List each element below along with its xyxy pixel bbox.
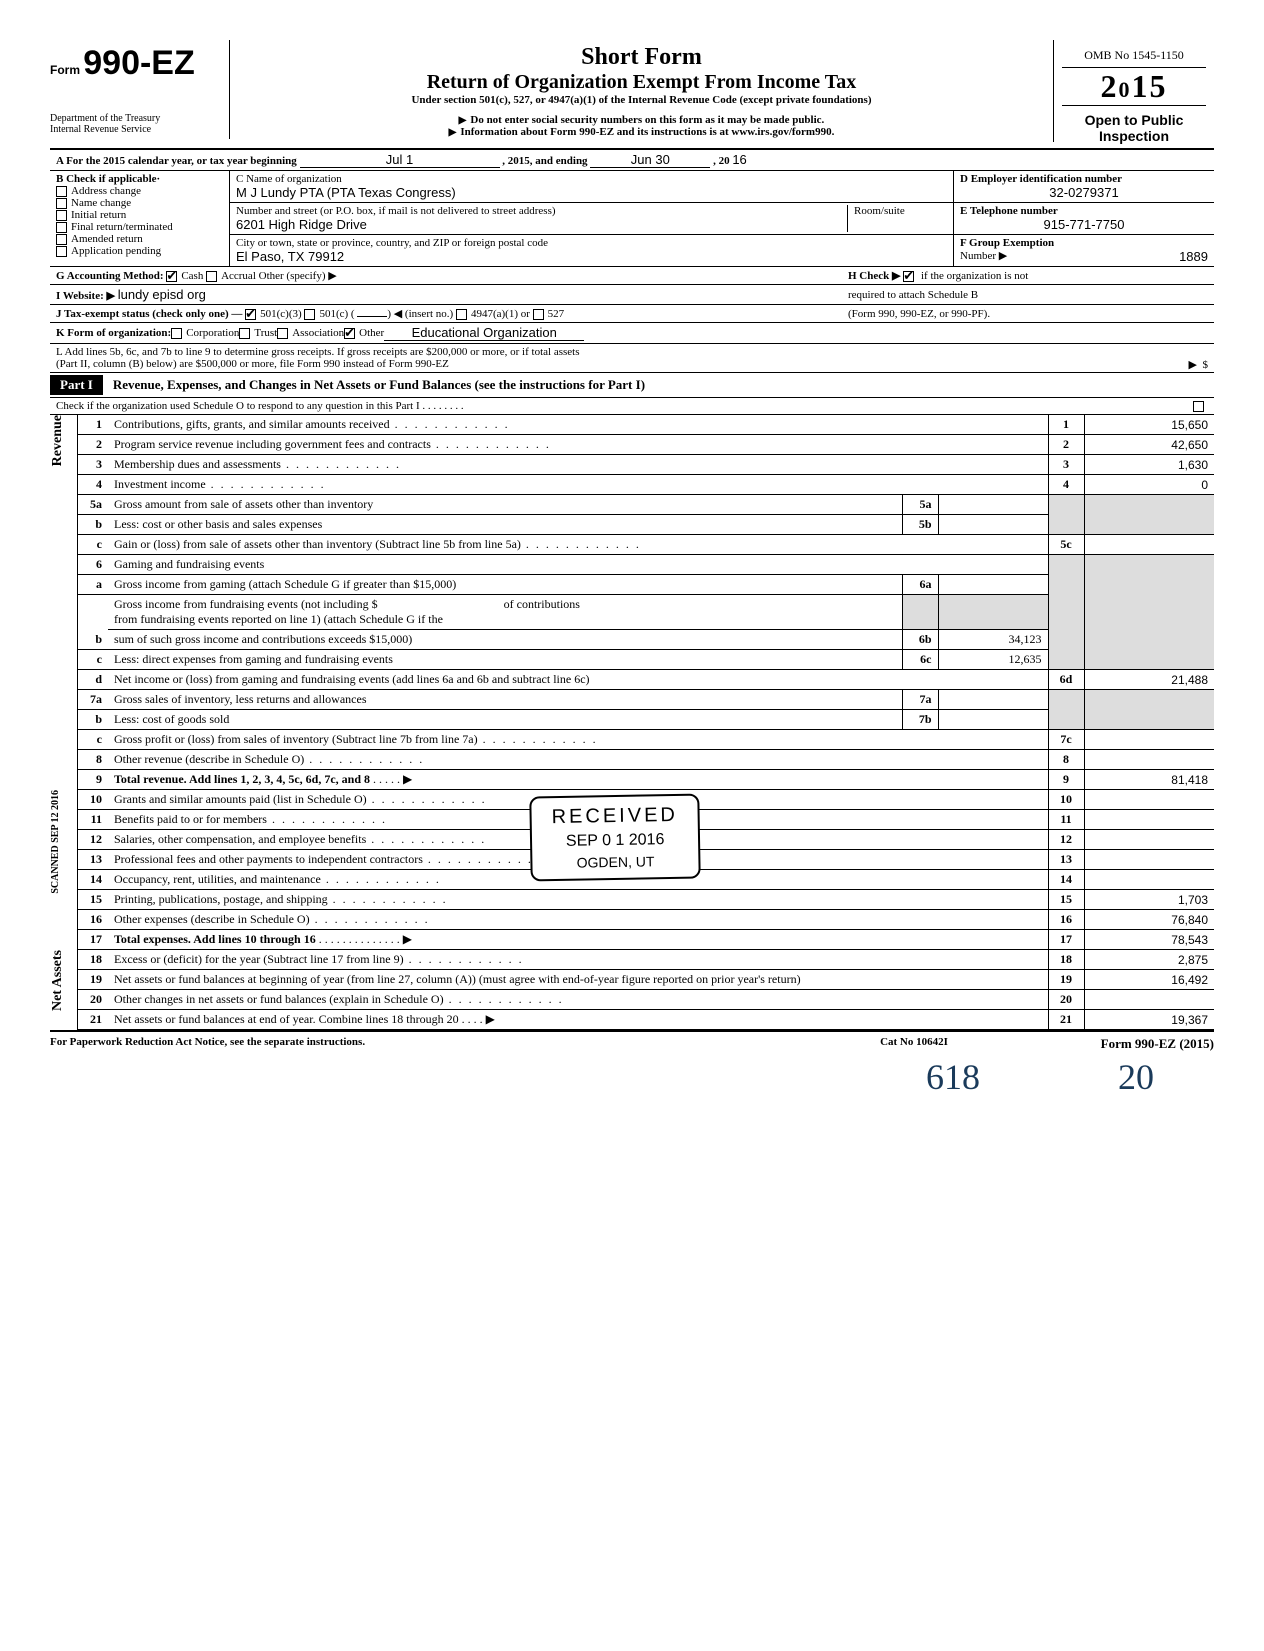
cb-initial-return[interactable]: [56, 210, 67, 221]
revenue-label: Revenue: [50, 415, 78, 790]
net-assets-label: Net Assets: [50, 950, 78, 1030]
received-stamp: RECEIVED SEP 0 1 2016 OGDEN, UT: [529, 794, 701, 882]
org-city: El Paso, TX 79912: [236, 249, 947, 264]
line-6c-amt: 12,635: [938, 650, 1048, 670]
line-19-amt: 16,492: [1084, 970, 1214, 990]
row-l: L Add lines 5b, 6c, and 7b to line 9 to …: [50, 344, 1214, 373]
form-label: Form: [50, 63, 80, 77]
dept-treasury: Department of the Treasury: [50, 113, 221, 124]
line-13-amt: [1084, 850, 1214, 870]
form-number-footer: Form 990-EZ (2015): [1014, 1036, 1214, 1052]
line-2-amt: 42,650: [1084, 435, 1214, 455]
part-i-header: Part I Revenue, Expenses, and Changes in…: [50, 373, 1214, 398]
cb-application-pending[interactable]: [56, 246, 67, 257]
cb-association[interactable]: [277, 328, 288, 339]
room-suite-label: Room/suite: [847, 205, 947, 232]
short-form-title: Short Form: [240, 44, 1043, 71]
line-9-amt: 81,418: [1084, 770, 1214, 790]
under-section: Under section 501(c), 527, or 4947(a)(1)…: [240, 94, 1043, 106]
line-16-amt: 76,840: [1084, 910, 1214, 930]
expenses-label: SCANNED SEP 12 2016: [50, 790, 78, 950]
line-5a-amt: [938, 495, 1048, 515]
line-14-amt: [1084, 870, 1214, 890]
line-5b-amt: [938, 515, 1048, 535]
footer: For Paperwork Reduction Act Notice, see …: [50, 1030, 1214, 1056]
line-17-amt: 78,543: [1084, 930, 1214, 950]
handwritten-notes: 618 20: [50, 1056, 1214, 1098]
part-i-title: Revenue, Expenses, and Changes in Net As…: [103, 377, 1214, 393]
cb-other-org[interactable]: [344, 328, 355, 339]
part-i-label: Part I: [50, 375, 103, 395]
cb-schedule-o[interactable]: [1193, 401, 1204, 412]
row-j: J Tax-exempt status (check only one) — 5…: [50, 305, 1214, 323]
row-i: I Website: ▶ lundy episd org required to…: [50, 285, 1214, 305]
cb-cash[interactable]: [166, 271, 177, 282]
cb-trust[interactable]: [239, 328, 250, 339]
cb-address-change[interactable]: [56, 186, 67, 197]
org-info-block: B Check if applicable· Address change Na…: [50, 171, 1214, 267]
cb-name-change[interactable]: [56, 198, 67, 209]
org-other-desc: Educational Organization: [384, 325, 584, 341]
row-k: K Form of organization: Corporation Trus…: [50, 323, 1214, 344]
form-number: 990-EZ: [83, 44, 195, 82]
line-11-amt: [1084, 810, 1214, 830]
line-7c-amt: [1084, 730, 1214, 750]
ssn-warning: Do not enter social security numbers on …: [240, 114, 1043, 126]
omb-number: OMB No 1545-1150: [1062, 44, 1206, 68]
inspection: Inspection: [1062, 128, 1206, 144]
net-assets-section: Net Assets 18Excess or (deficit) for the…: [50, 950, 1214, 1030]
line-15-amt: 1,703: [1084, 890, 1214, 910]
cb-4947a1[interactable]: [456, 309, 467, 320]
website: lundy episd org: [118, 287, 206, 302]
info-url: Information about Form 990-EZ and its in…: [240, 126, 1043, 138]
paperwork-notice: For Paperwork Reduction Act Notice, see …: [50, 1036, 814, 1052]
row-g-h: G Accounting Method: Cash Accrual Other …: [50, 267, 1214, 285]
telephone: 915-771-7750: [960, 217, 1208, 232]
org-street: 6201 High Ridge Drive: [236, 217, 847, 232]
cb-corporation[interactable]: [171, 328, 182, 339]
line-5c-amt: [1084, 535, 1214, 555]
form-title-block: Short Form Return of Organization Exempt…: [230, 40, 1054, 142]
line-6d-amt: 21,488: [1084, 670, 1214, 690]
cb-amended-return[interactable]: [56, 234, 67, 245]
cat-no: Cat No 10642I: [814, 1036, 1014, 1052]
tax-year-end: Jun 30: [590, 152, 710, 168]
line-7b-amt: [938, 710, 1048, 730]
block-b: B Check if applicable· Address change Na…: [50, 171, 230, 266]
block-def: D Employer identification number 32-0279…: [954, 171, 1214, 266]
line-6b-amt: 34,123: [938, 630, 1048, 650]
revenue-expenses-table: Revenue 1Contributions, gifts, grants, a…: [50, 415, 1214, 790]
form-number-block: Form 990-EZ Department of the Treasury I…: [50, 40, 230, 139]
block-c: C Name of organization M J Lundy PTA (PT…: [230, 171, 954, 266]
line-6a-amt: [938, 575, 1048, 595]
line-4-amt: 0: [1084, 475, 1214, 495]
line-10-amt: [1084, 790, 1214, 810]
cb-501c[interactable]: [304, 309, 315, 320]
irs: Internal Revenue Service: [50, 124, 221, 135]
org-name: M J Lundy PTA (PTA Texas Congress): [236, 185, 947, 200]
tax-year-begin: Jul 1: [300, 152, 500, 168]
tax-end-year: 16: [732, 152, 746, 167]
line-7a-amt: [938, 690, 1048, 710]
line-18-amt: 2,875: [1084, 950, 1214, 970]
cb-501c3[interactable]: [245, 309, 256, 320]
line-12-amt: [1084, 830, 1214, 850]
line-20-amt: [1084, 990, 1214, 1010]
part-i-check: Check if the organization used Schedule …: [50, 398, 1214, 415]
line-21-amt: 19,367: [1084, 1010, 1214, 1030]
line-1-amt: 15,650: [1084, 415, 1214, 435]
line-a-calendar: A For the 2015 calendar year, or tax yea…: [50, 150, 1214, 171]
cb-527[interactable]: [533, 309, 544, 320]
ein: 32-0279371: [960, 185, 1208, 200]
line-3-amt: 1,630: [1084, 455, 1214, 475]
group-exemption: 1889: [1179, 249, 1208, 264]
form-header: Form 990-EZ Department of the Treasury I…: [50, 40, 1214, 150]
cb-final-return[interactable]: [56, 222, 67, 233]
cb-schedule-b[interactable]: [903, 271, 914, 282]
line-8-amt: [1084, 750, 1214, 770]
omb-year-block: OMB No 1545-1150 2015 Open to Public Ins…: [1054, 40, 1214, 148]
return-title: Return of Organization Exempt From Incom…: [240, 71, 1043, 94]
open-public: Open to Public: [1062, 105, 1206, 128]
cb-accrual[interactable]: [206, 271, 217, 282]
